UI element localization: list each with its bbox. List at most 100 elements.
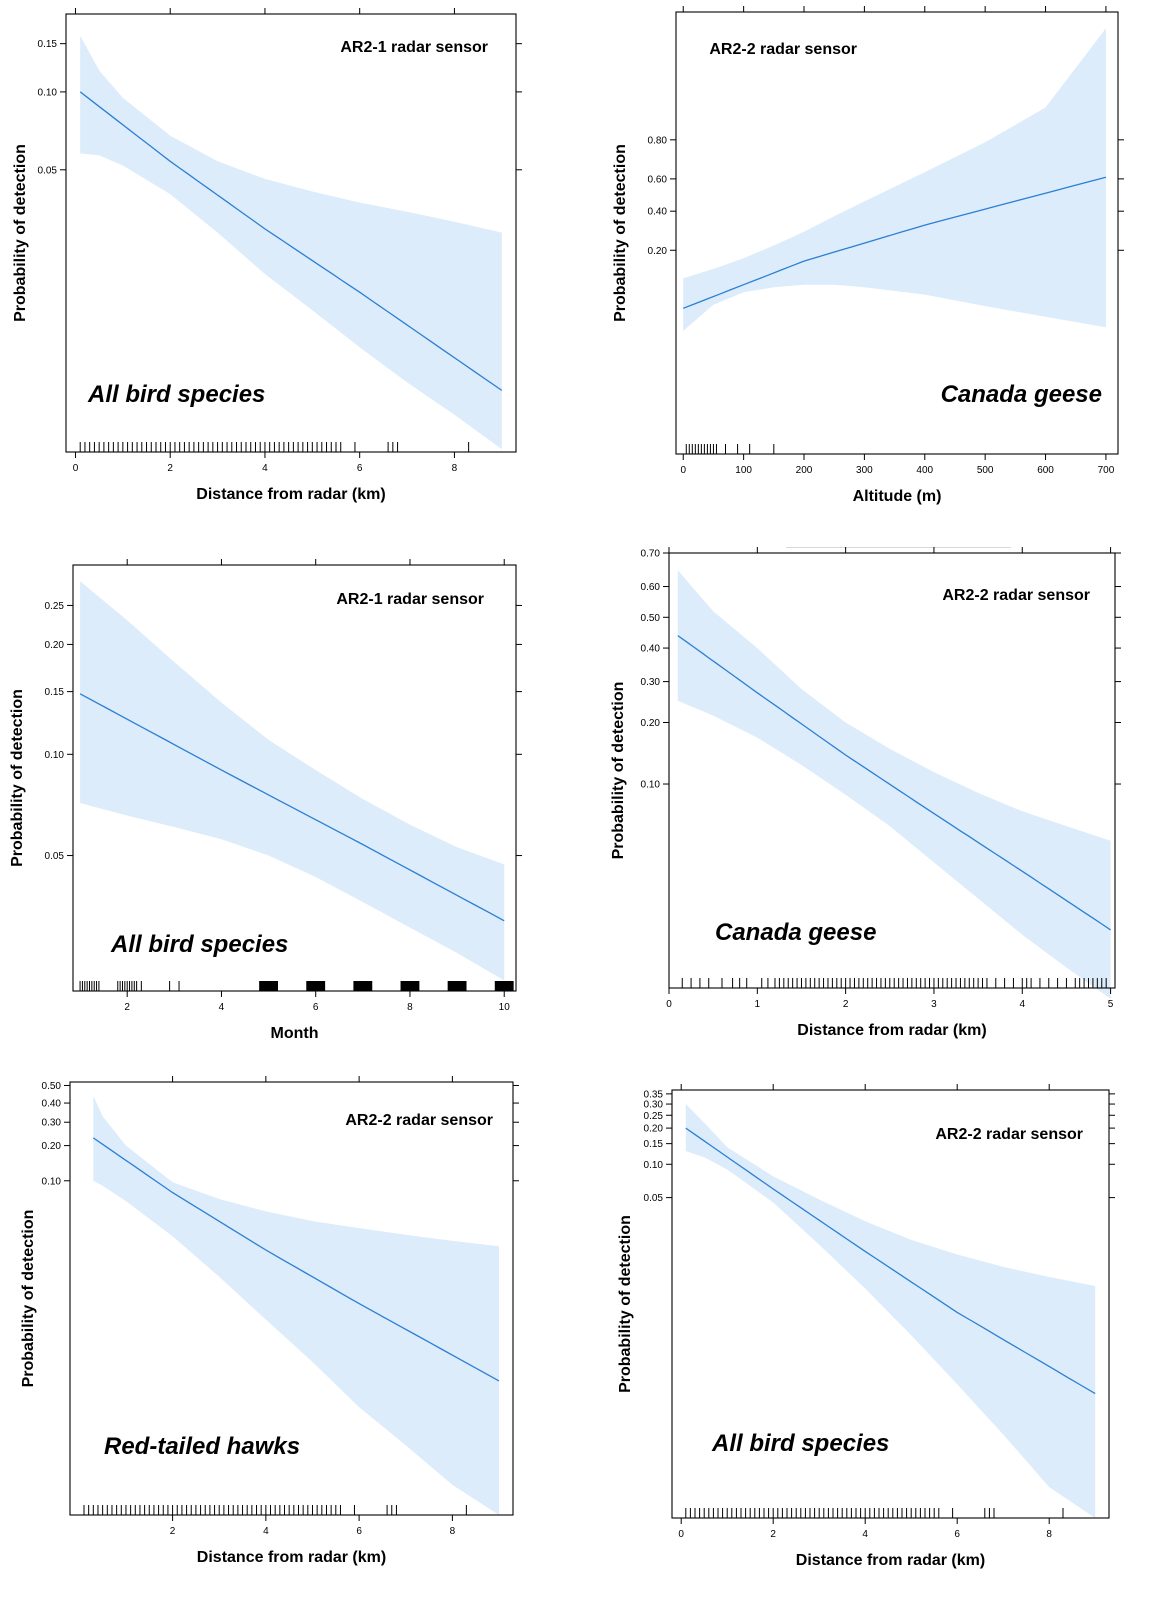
species-annotation: Canada geese <box>941 381 1102 408</box>
x-tick-label: 0 <box>678 1529 684 1540</box>
x-axis-label: Distance from radar (km) <box>196 486 385 503</box>
confidence-band <box>685 1104 1096 1518</box>
rug-block <box>447 981 467 991</box>
y-tick-label: 0.10 <box>641 780 661 791</box>
rug-block <box>353 981 373 991</box>
plot-frame <box>72 564 517 992</box>
x-tick-label: 0 <box>73 463 79 474</box>
y-axis-label: Probability of detection <box>612 144 629 322</box>
x-tick-label: 6 <box>954 1529 960 1540</box>
y-tick-label: 0.20 <box>648 246 668 257</box>
y-tick-label: 0.40 <box>42 1099 62 1110</box>
x-tick-label: 6 <box>357 463 363 474</box>
y-axis-label: Probability of detection <box>610 682 627 860</box>
y-tick-label: 0.15 <box>38 39 58 50</box>
x-tick-label: 6 <box>313 1002 319 1013</box>
x-tick-label: 8 <box>407 1002 413 1013</box>
fitted-line <box>79 693 505 922</box>
x-tick-label: 2 <box>167 463 173 474</box>
x-tick-label: 4 <box>262 463 268 474</box>
y-tick-label: 0.30 <box>641 677 661 688</box>
fitted-line <box>92 1137 500 1382</box>
y-axis-label: Probability of detection <box>617 1215 634 1393</box>
y-tick-label: 0.60 <box>641 582 661 593</box>
x-tick-label: 2 <box>170 1526 176 1537</box>
x-tick-label: 6 <box>356 1526 362 1537</box>
x-tick-label: 8 <box>452 463 458 474</box>
y-tick-label: 0.25 <box>45 601 65 612</box>
x-tick-label: 4 <box>219 1002 225 1013</box>
y-tick-label: 0.15 <box>644 1139 664 1150</box>
y-tick-label: 0.30 <box>644 1100 664 1111</box>
y-tick-label: 0.50 <box>641 613 661 624</box>
confidence-band <box>683 28 1106 331</box>
chart-panel-1: 0 2 4 6 8 0.05 0.10 0.15 AR2-1 radar sensor All b… <box>12 8 522 503</box>
y-axis-label: Probability of detection <box>12 144 29 322</box>
x-tick-label: 2 <box>124 1002 130 1013</box>
x-tick-label: 4 <box>263 1526 269 1537</box>
rug-block <box>259 981 279 991</box>
y-tick-label: 0.50 <box>42 1081 62 1092</box>
panel-separator <box>786 547 1011 548</box>
fitted-line <box>677 635 1111 931</box>
confidence-band <box>93 1095 500 1515</box>
x-axis-label: Distance from radar (km) <box>197 1549 386 1566</box>
plot-frame <box>69 1081 514 1516</box>
rug-block <box>400 981 420 991</box>
y-tick-label: 0.10 <box>644 1160 664 1171</box>
panel-title: AR2-1 radar sensor <box>336 591 484 608</box>
panel-title: AR2-1 radar sensor <box>340 39 488 56</box>
x-tick-label: 8 <box>1046 1529 1052 1540</box>
x-tick-label: 700 <box>1098 465 1115 476</box>
chart-panel-2: 0 100 200 300 400 500 600 700 0.20 0.40 0.60 0.80 AR… <box>612 6 1124 505</box>
x-tick-label: 3 <box>931 999 937 1010</box>
y-tick-label: 0.35 <box>644 1089 664 1100</box>
species-annotation: Red-tailed hawks <box>104 1433 300 1460</box>
x-tick-label: 8 <box>450 1526 456 1537</box>
chart-panel-3: 2 4 6 8 10 0.05 0.10 0.15 0.20 0.25 AR2-1 radar se… <box>9 559 522 1042</box>
x-axis-label: Distance from radar (km) <box>796 1552 985 1569</box>
y-tick-label: 0.05 <box>38 165 58 176</box>
y-tick-label: 0.20 <box>644 1124 664 1135</box>
panel-title: AR2-2 radar sensor <box>345 1112 493 1129</box>
species-annotation: Canada geese <box>715 919 876 946</box>
chart-panel-5: 2 4 6 8 0.10 0.20 0.30 0.40 0.50 AR2-2 radar sens… <box>20 1076 519 1566</box>
species-annotation: All bird species <box>110 931 288 958</box>
y-tick-label: 0.05 <box>644 1193 664 1204</box>
x-tick-label: 400 <box>916 465 933 476</box>
rug-block <box>306 981 326 991</box>
x-tick-label: 500 <box>977 465 994 476</box>
plot-frame <box>671 1089 1110 1519</box>
x-tick-label: 2 <box>770 1529 776 1540</box>
y-tick-label: 0.15 <box>45 687 65 698</box>
y-tick-label: 0.60 <box>648 174 668 185</box>
y-tick-label: 0.20 <box>42 1141 62 1152</box>
y-tick-label: 0.10 <box>38 87 58 98</box>
y-tick-label: 0.25 <box>644 1111 664 1122</box>
panel-title: AR2-2 radar sensor <box>942 587 1090 604</box>
y-tick-label: 0.40 <box>641 644 661 655</box>
confidence-band <box>80 35 502 450</box>
fitted-line <box>79 91 503 391</box>
y-tick-label: 0.70 <box>641 549 661 560</box>
rug-block <box>494 981 514 991</box>
y-tick-label: 0.05 <box>45 851 65 862</box>
x-tick-label: 0 <box>680 465 686 476</box>
x-tick-label: 5 <box>1108 999 1114 1010</box>
y-tick-label: 0.10 <box>45 750 65 761</box>
confidence-band <box>80 581 505 981</box>
x-tick-label: 4 <box>1019 999 1025 1010</box>
panel-title: AR2-2 radar sensor <box>709 41 857 58</box>
plot-frame <box>65 13 517 453</box>
x-tick-label: 300 <box>856 465 873 476</box>
y-tick-label: 0.30 <box>42 1118 62 1129</box>
y-tick-label: 0.20 <box>45 640 65 651</box>
plot-frame <box>675 11 1119 455</box>
x-tick-label: 200 <box>796 465 813 476</box>
species-annotation: All bird species <box>87 381 265 408</box>
fitted-line <box>682 176 1107 309</box>
y-axis-label: Probability of detection <box>20 1210 37 1388</box>
x-tick-label: 4 <box>862 1529 868 1540</box>
plot-frame <box>668 552 1116 989</box>
